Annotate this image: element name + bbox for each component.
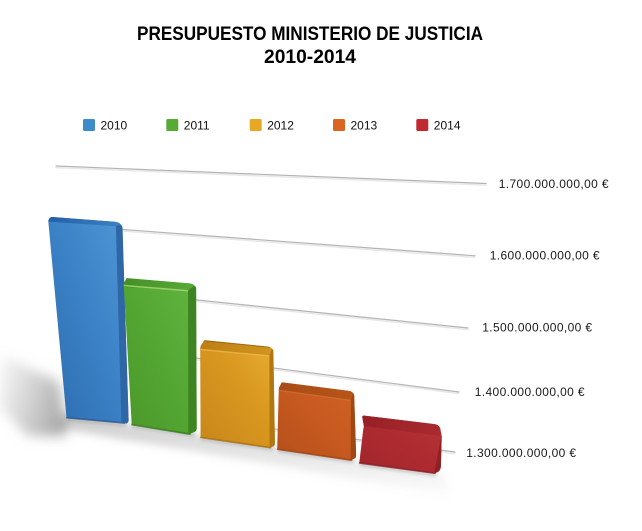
svg-text:2013: 2013 <box>351 118 378 132</box>
svg-text:1.300.000.000,00 €: 1.300.000.000,00 € <box>466 446 576 460</box>
svg-text:1.400.000.000,00 €: 1.400.000.000,00 € <box>475 385 585 399</box>
svg-text:1.700.000.000,00 €: 1.700.000.000,00 € <box>499 177 609 191</box>
svg-text:2010: 2010 <box>101 118 128 132</box>
svg-text:2010-2014: 2010-2014 <box>264 46 356 68</box>
svg-text:1.500.000.000,00 €: 1.500.000.000,00 € <box>482 321 592 335</box>
svg-text:2014: 2014 <box>434 118 461 132</box>
svg-text:1.600.000.000,00 €: 1.600.000.000,00 € <box>490 249 600 263</box>
svg-text:2011: 2011 <box>184 118 210 132</box>
svg-text:PRESUPUESTO MINISTERIO DE JUST: PRESUPUESTO MINISTERIO DE JUSTICIA <box>137 23 483 45</box>
svg-text:2012: 2012 <box>267 118 294 132</box>
